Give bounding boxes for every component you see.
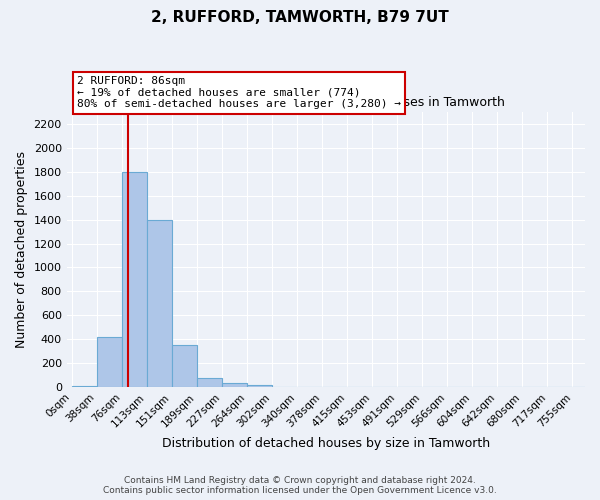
Text: 2 RUFFORD: 86sqm
← 19% of detached houses are smaller (774)
80% of semi-detached: 2 RUFFORD: 86sqm ← 19% of detached house… (77, 76, 401, 110)
Bar (172, 345, 197, 387)
X-axis label: Distribution of detached houses by size in Tamworth: Distribution of detached houses by size … (162, 437, 490, 450)
Bar (222, 384, 247, 387)
Bar (122, 172, 147, 387)
Title: Size of property relative to detached houses in Tamworth: Size of property relative to detached ho… (146, 96, 505, 110)
Y-axis label: Number of detached properties: Number of detached properties (15, 151, 28, 348)
Bar (147, 220, 172, 387)
Text: 2, RUFFORD, TAMWORTH, B79 7UT: 2, RUFFORD, TAMWORTH, B79 7UT (151, 10, 449, 25)
Text: Contains HM Land Registry data © Crown copyright and database right 2024.
Contai: Contains HM Land Registry data © Crown c… (103, 476, 497, 495)
Bar (197, 378, 222, 387)
Bar (97, 336, 122, 387)
Bar (247, 384, 272, 387)
Bar (71, 386, 97, 387)
